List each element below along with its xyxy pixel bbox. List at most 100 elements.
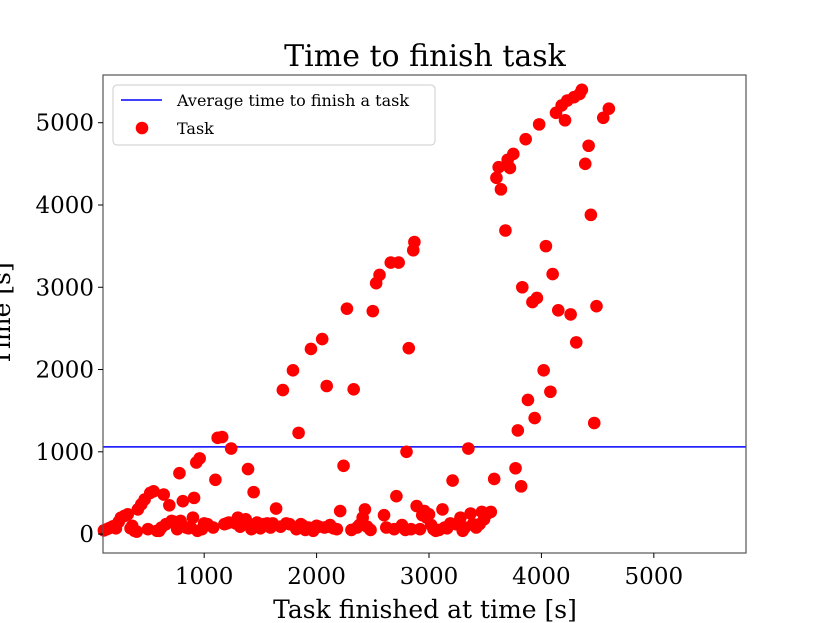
- plot-frame: [102, 74, 747, 554]
- data-point: [147, 484, 160, 498]
- data-point: [454, 511, 467, 524]
- data-point: [176, 494, 190, 508]
- data-point: [507, 147, 520, 161]
- data-point: [315, 332, 329, 346]
- data-point: [499, 224, 512, 237]
- chart-title: Time to finish task: [284, 39, 567, 74]
- data-point: [530, 291, 544, 305]
- x-tick-label: 4000: [512, 564, 571, 590]
- data-point: [193, 452, 206, 465]
- y-tick-label: 0: [79, 522, 94, 548]
- data-point: [358, 503, 372, 516]
- data-point: [590, 299, 603, 313]
- x-tick-label: 1000: [175, 564, 234, 590]
- data-point: [515, 280, 529, 294]
- x-tick-label: 5000: [625, 564, 684, 590]
- data-point: [173, 466, 186, 480]
- data-point: [340, 302, 354, 315]
- data-point: [400, 445, 413, 459]
- data-point: [537, 364, 550, 377]
- data-point: [519, 132, 532, 146]
- data-point: [337, 459, 350, 473]
- data-point: [462, 442, 475, 455]
- data-point: [487, 472, 501, 486]
- y-tick-label: 5000: [35, 111, 94, 137]
- data-point: [390, 489, 403, 503]
- data-point: [364, 523, 377, 537]
- data-point: [215, 430, 229, 444]
- data-point: [509, 461, 522, 475]
- data-point: [569, 336, 583, 349]
- data-point: [163, 498, 176, 512]
- data-point: [320, 379, 334, 393]
- data-point: [464, 507, 477, 520]
- data-point: [422, 508, 436, 521]
- data-point: [492, 160, 505, 174]
- data-point: [304, 342, 318, 356]
- data-point: [247, 485, 260, 499]
- legend-label-average: Average time to finish a task: [176, 91, 409, 110]
- data-point: [532, 118, 546, 131]
- data-point: [239, 512, 253, 526]
- data-point: [187, 491, 201, 505]
- y-tick-label: 1000: [35, 440, 94, 466]
- data-point: [276, 383, 290, 397]
- legend-label-task: Task: [177, 119, 214, 138]
- data-point: [157, 488, 171, 501]
- data-point: [292, 426, 305, 440]
- x-tick-label: 3000: [400, 564, 459, 590]
- data-point: [347, 382, 360, 396]
- data-point: [436, 503, 449, 516]
- data-point: [408, 235, 421, 249]
- data-point: [494, 183, 508, 196]
- data-point: [578, 157, 592, 171]
- data-point: [546, 267, 559, 281]
- data-point: [521, 393, 535, 407]
- data-point: [564, 308, 577, 321]
- data-point: [584, 208, 598, 222]
- data-point: [587, 416, 601, 430]
- data-point: [206, 521, 220, 534]
- data-point: [269, 502, 283, 515]
- data-point: [330, 522, 344, 536]
- data-point: [503, 161, 517, 175]
- y-tick-label: 2000: [35, 358, 94, 384]
- data-point: [582, 139, 595, 153]
- data-point: [404, 522, 418, 536]
- data-point: [130, 525, 144, 538]
- data-point: [241, 462, 255, 476]
- data-point: [377, 508, 391, 522]
- data-point: [490, 171, 503, 185]
- y-tick-label: 3000: [35, 275, 94, 301]
- data-point: [209, 473, 222, 487]
- data-point: [511, 424, 525, 437]
- data-point: [539, 239, 553, 253]
- data-point: [575, 83, 589, 97]
- data-point: [286, 364, 300, 377]
- y-tick-label: 4000: [35, 193, 94, 219]
- data-point: [551, 303, 565, 317]
- data-point: [544, 385, 557, 399]
- y-axis-label: Time [s]: [0, 262, 16, 365]
- data-point: [402, 341, 416, 355]
- data-point: [484, 505, 498, 519]
- x-tick-label: 2000: [287, 564, 346, 590]
- data-point: [514, 480, 528, 493]
- data-point: [528, 411, 541, 425]
- data-point: [446, 474, 459, 487]
- data-point: [186, 511, 200, 524]
- x-axis-label: Task finished at time [s]: [273, 595, 577, 623]
- data-point: [558, 113, 572, 127]
- data-point: [366, 304, 380, 318]
- data-point: [121, 508, 135, 521]
- data-point: [596, 111, 610, 125]
- data-point: [373, 268, 386, 282]
- data-point: [224, 442, 238, 455]
- legend-box: [112, 84, 436, 146]
- data-point: [413, 522, 427, 536]
- data-point: [392, 256, 405, 269]
- data-point: [602, 102, 616, 116]
- legend-marker-swatch: [135, 121, 149, 135]
- data-point: [333, 504, 347, 518]
